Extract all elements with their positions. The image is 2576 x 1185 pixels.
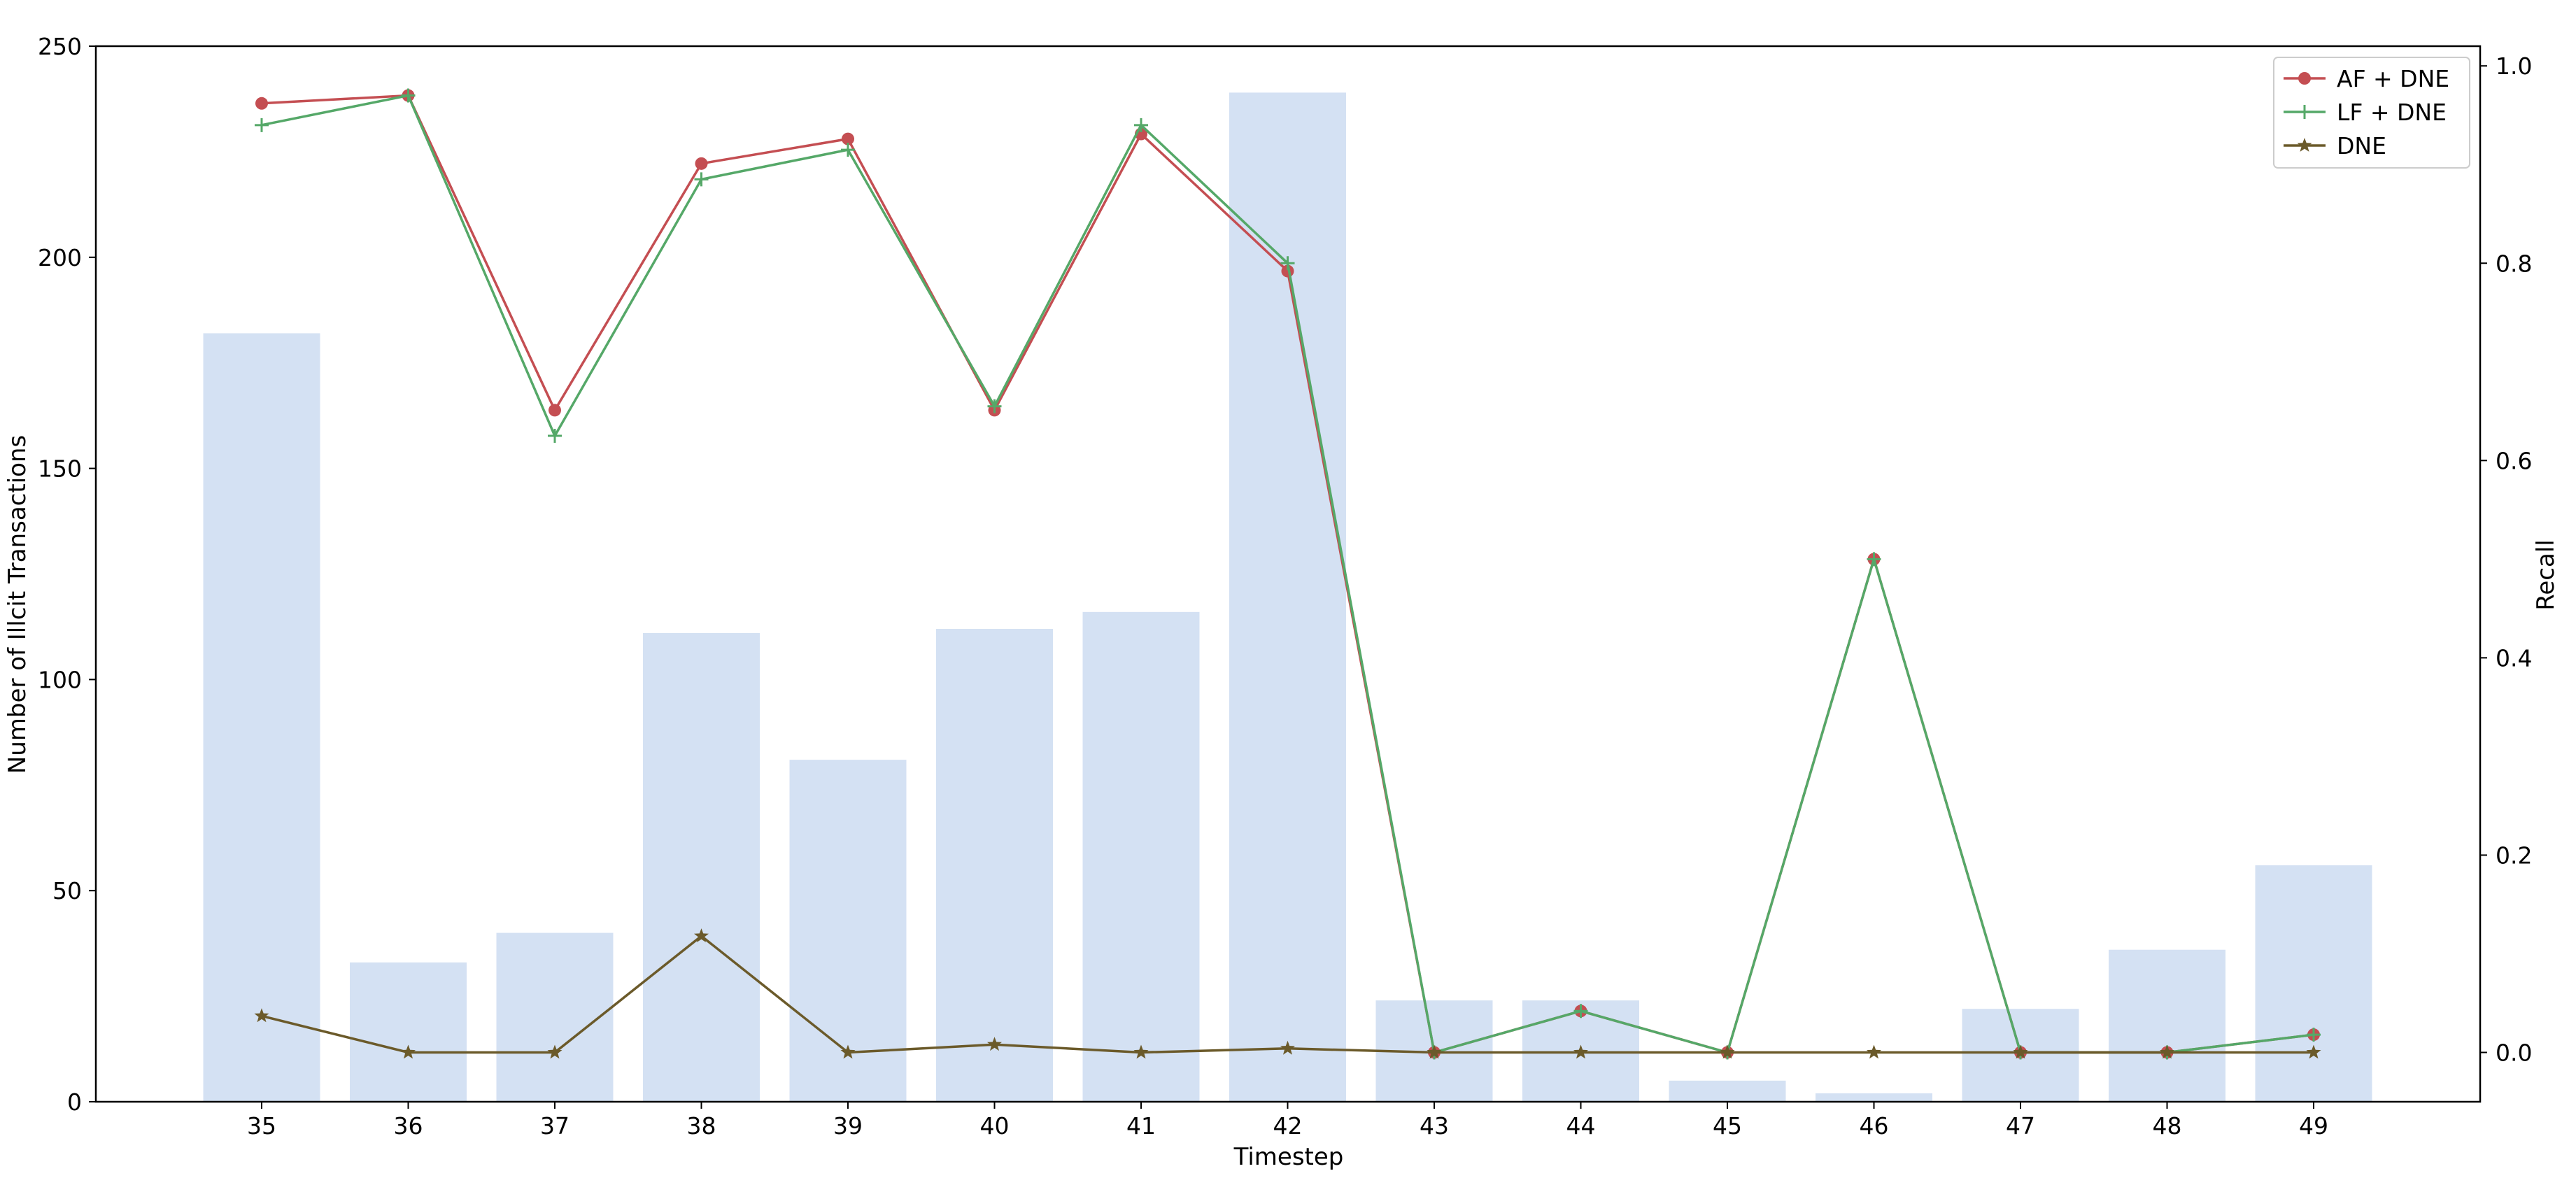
x-tick-label-39: 39 xyxy=(833,1112,863,1140)
x-tick-label-45: 45 xyxy=(1713,1112,1742,1140)
point-dne-42 xyxy=(1280,1040,1295,1055)
x-tick-label-40: 40 xyxy=(980,1112,1010,1140)
bar-48 xyxy=(2109,949,2225,1102)
point-dne-37 xyxy=(547,1044,562,1059)
legend-label-dne: DNE xyxy=(2337,132,2386,159)
y-right-tick-label-0.4: 0.4 xyxy=(2496,644,2532,672)
point-dne-41 xyxy=(1133,1044,1149,1059)
point-lf-dne-36 xyxy=(401,88,416,103)
legend-marker-lf-dne xyxy=(2298,105,2312,119)
x-tick-label-46: 46 xyxy=(1860,1112,1889,1140)
legend-item-af-dne: AF + DNE xyxy=(2284,65,2449,92)
point-lf-dne-42 xyxy=(1280,256,1295,271)
bar-37 xyxy=(496,932,614,1102)
point-dne-49 xyxy=(2306,1044,2321,1059)
point-af-dne-37 xyxy=(549,404,561,417)
bar-49 xyxy=(2255,865,2372,1102)
bars-layer xyxy=(203,92,2372,1102)
point-lf-dne-35 xyxy=(255,118,269,132)
bar-41 xyxy=(1082,611,1200,1102)
point-dne-35 xyxy=(254,1008,269,1023)
y-axis-right-label: Recall xyxy=(2532,539,2560,610)
point-lf-dne-49 xyxy=(2307,1028,2321,1042)
legend-box xyxy=(2273,57,2470,169)
legend: AF + DNE LF + DNE DNE xyxy=(2273,57,2470,169)
x-tick-label-44: 44 xyxy=(1566,1112,1596,1140)
point-lf-dne-46 xyxy=(1867,552,1881,567)
bar-38 xyxy=(643,633,760,1102)
x-tick-label-38: 38 xyxy=(687,1112,716,1140)
point-dne-46 xyxy=(1867,1044,1881,1059)
x-tick-label-43: 43 xyxy=(1420,1112,1449,1140)
point-dne-47 xyxy=(2013,1044,2028,1059)
point-dne-48 xyxy=(2160,1044,2174,1059)
point-dne-36 xyxy=(401,1044,416,1059)
point-af-dne-38 xyxy=(695,157,708,170)
x-tick-label-36: 36 xyxy=(394,1112,423,1140)
y-left-tick-label-150: 150 xyxy=(38,455,82,483)
axes-layer: 35 36 37 38 39 40 41 42 43 44 45 46 47 48 49 0 50 100 150 2… xyxy=(38,33,2532,1140)
legend-item-lf-dne: LF + DNE xyxy=(2284,99,2447,126)
series-lf-dne xyxy=(255,88,2321,1060)
y-right-tick-label-0.8: 0.8 xyxy=(2496,250,2532,277)
x-tick-label-48: 48 xyxy=(2153,1112,2182,1140)
point-lf-dne-40 xyxy=(987,399,1002,413)
point-dne-39 xyxy=(840,1044,856,1059)
series-dne xyxy=(254,928,2321,1059)
legend-marker-dne xyxy=(2297,138,2312,152)
y-left-tick-label-200: 200 xyxy=(38,244,82,271)
x-tick-label-42: 42 xyxy=(1273,1112,1303,1140)
point-af-dne-35 xyxy=(255,97,268,110)
point-lf-dne-38 xyxy=(694,172,709,187)
legend-item-dne: DNE xyxy=(2284,132,2386,159)
x-tick-label-41: 41 xyxy=(1126,1112,1156,1140)
x-tick-label-35: 35 xyxy=(247,1112,276,1140)
y-axis-left-label: Number of Illcit Transactions xyxy=(3,435,31,774)
point-lf-dne-44 xyxy=(1573,1004,1588,1019)
point-lf-dne-39 xyxy=(841,143,855,157)
point-dne-40 xyxy=(987,1037,1002,1051)
bar-42 xyxy=(1229,92,1346,1102)
y-left-tick-label-250: 250 xyxy=(38,33,82,60)
y-left-tick-label-0: 0 xyxy=(67,1088,82,1116)
y-right-tick-label-1.0: 1.0 xyxy=(2496,52,2532,80)
point-lf-dne-41 xyxy=(1134,118,1148,132)
lines-layer xyxy=(254,88,2321,1060)
x-tick-label-37: 37 xyxy=(540,1112,569,1140)
y-left-tick-label-100: 100 xyxy=(38,666,82,693)
legend-label-lf-dne: LF + DNE xyxy=(2337,99,2447,126)
bar-45 xyxy=(1669,1080,1786,1102)
bar-46 xyxy=(1816,1093,1932,1102)
bar-40 xyxy=(936,628,1053,1102)
point-dne-44 xyxy=(1573,1044,1588,1059)
y-left-tick-label-50: 50 xyxy=(52,877,82,904)
point-dne-38 xyxy=(694,928,709,942)
y-right-tick-label-0.6: 0.6 xyxy=(2496,447,2532,474)
point-dne-43 xyxy=(1427,1044,1442,1059)
legend-label-af-dne: AF + DNE xyxy=(2337,65,2449,92)
x-tick-label-49: 49 xyxy=(2299,1112,2328,1140)
bar-36 xyxy=(350,962,467,1102)
bar-35 xyxy=(203,333,320,1102)
x-axis-label: Timestep xyxy=(1233,1143,1344,1171)
point-dne-45 xyxy=(1720,1044,1735,1059)
y-right-tick-label-0.2: 0.2 xyxy=(2496,842,2532,869)
y-right-tick-label-0.0: 0.0 xyxy=(2496,1039,2532,1066)
legend-marker-af-dne xyxy=(2298,72,2311,85)
x-tick-label-47: 47 xyxy=(2006,1112,2035,1140)
point-af-dne-39 xyxy=(842,132,854,146)
point-lf-dne-37 xyxy=(548,429,562,444)
